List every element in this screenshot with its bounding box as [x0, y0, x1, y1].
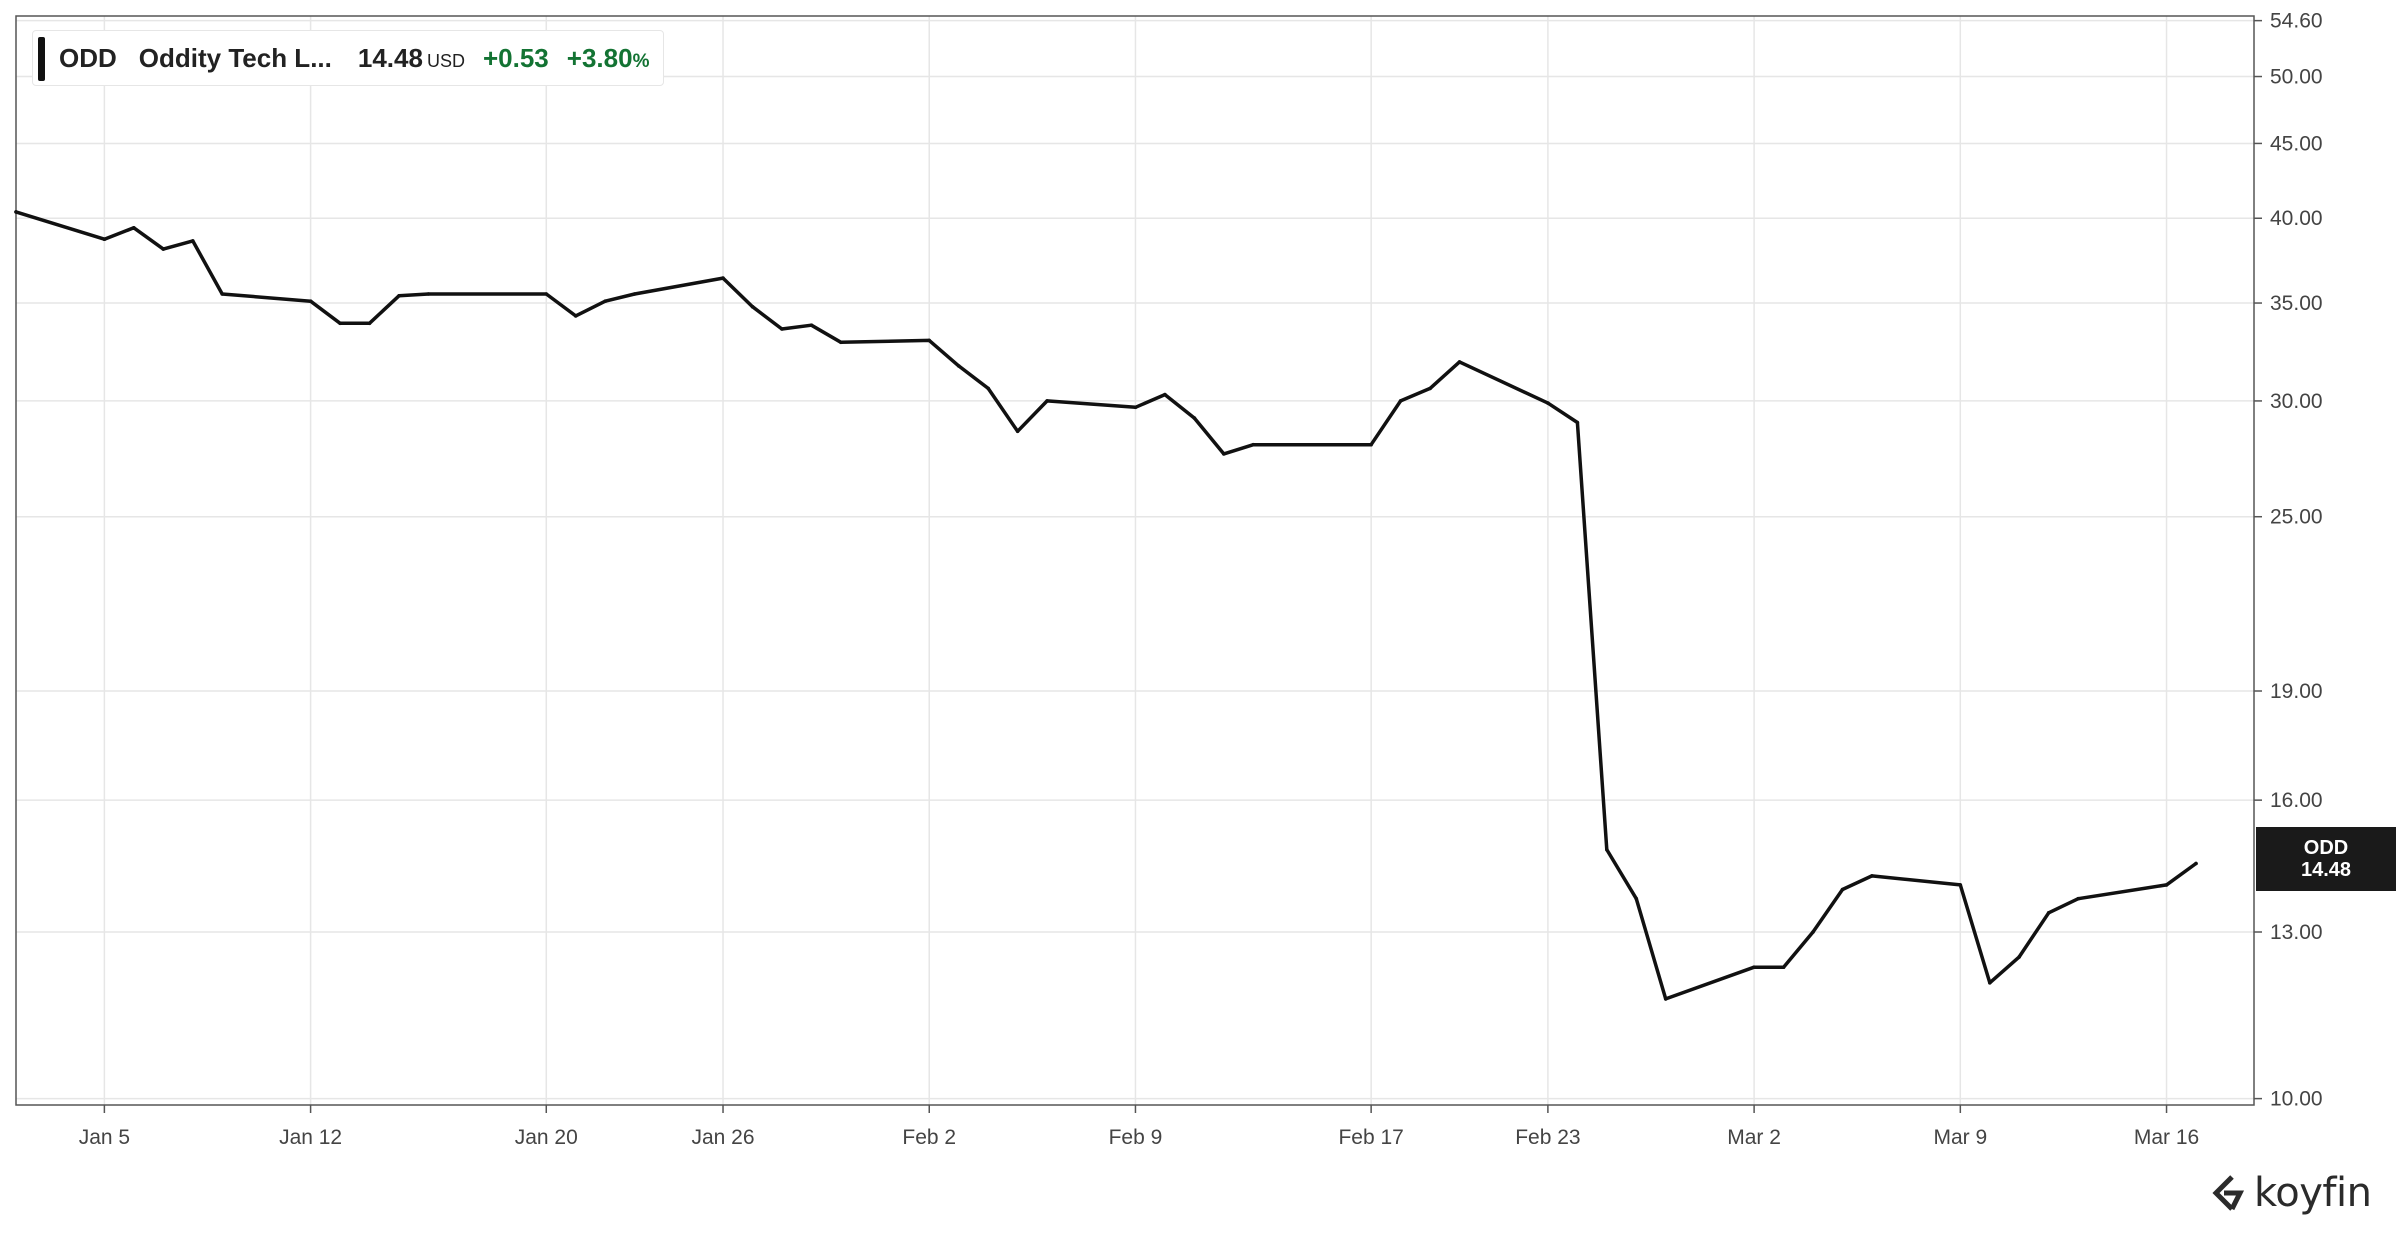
series-point [1988, 981, 1992, 985]
series-point [603, 299, 607, 304]
x-tick-label: Jan 12 [279, 1126, 342, 1149]
y-axis: 10.00 13.00 16.00 19.00 25.00 30.00 35.00 40.00… [2254, 10, 2323, 1111]
series-point [1870, 874, 1874, 878]
legend-price: 14.48 [357, 42, 423, 73]
series-point [2194, 861, 2198, 866]
series-point [1634, 896, 1639, 901]
price-tag-ticker: ODD [2303, 837, 2349, 859]
y-tick-label: 13.00 [2270, 921, 2323, 944]
y-tick-label: 19.00 [2270, 680, 2323, 703]
series-point [1163, 392, 1167, 397]
x-tick-label: Jan 5 [79, 1126, 130, 1149]
series-point [1428, 386, 1432, 391]
brand-name: koyfin [2254, 1170, 2372, 1216]
y-tick-label: 25.00 [2270, 506, 2323, 529]
series-point [2076, 896, 2080, 901]
series-point [191, 239, 195, 243]
series-point [1752, 965, 1756, 969]
series-point [1781, 965, 1786, 969]
y-tick-label: 40.00 [2270, 207, 2323, 230]
series-point [809, 323, 814, 328]
legend-currency: USD [426, 50, 465, 71]
y-tick-label: 35.00 [2270, 292, 2323, 315]
series-point [1575, 420, 1580, 425]
legend-swatch [38, 37, 45, 81]
series-point [721, 276, 725, 280]
series-point [161, 247, 166, 251]
series-point [1811, 930, 1815, 934]
series-point [544, 292, 549, 296]
series-point [927, 338, 931, 343]
y-tick-label: 54.60 [2270, 10, 2323, 33]
series-point [632, 292, 637, 296]
price-tag-price: 14.48 [2300, 859, 2352, 881]
x-axis: Jan 5 Jan 12 Jan 20 Jan 26 Feb 2 Feb 9 Feb 17 F… [79, 1105, 2199, 1149]
y-tick-label: 50.00 [2270, 66, 2323, 89]
series-point [839, 340, 843, 345]
series-line-odd [14, 210, 2198, 1001]
x-tick-label: Feb 2 [902, 1126, 956, 1149]
series-point [426, 292, 431, 296]
series-point [1045, 399, 1049, 403]
x-tick-label: Mar 2 [1727, 1126, 1781, 1149]
series-point [1840, 887, 1845, 892]
series-points [14, 210, 2198, 1001]
legend: ODD Oddity Tech L... 14.48 USD +0.53 +3.… [32, 30, 665, 86]
last-price-tag: ODD 14.48 [2256, 827, 2396, 891]
y-tick-label: 16.00 [2270, 789, 2323, 812]
series-point [132, 226, 136, 230]
x-tick-label: Jan 26 [691, 1126, 754, 1149]
grid-lines [16, 16, 2254, 1105]
series-point [2164, 883, 2169, 887]
y-tick-label: 30.00 [2270, 390, 2323, 413]
series-point [986, 386, 990, 391]
series-point [1398, 399, 1403, 403]
series-point [1663, 997, 1668, 1001]
series-point [750, 304, 755, 309]
series-point [1369, 442, 1373, 447]
legend-change-pct-sign: % [632, 50, 650, 72]
series-point [2017, 955, 2021, 959]
x-tick-label: Mar 9 [1933, 1126, 1987, 1149]
series-point [1222, 452, 1226, 456]
series-point [780, 327, 784, 331]
series-point [220, 292, 224, 296]
series-point [1546, 401, 1550, 405]
y-tick-label: 45.00 [2270, 132, 2323, 155]
series-point [1133, 405, 1138, 410]
series-point [308, 299, 313, 304]
series-point [1457, 360, 1462, 364]
legend-change-pct-value: +3.80 [566, 42, 633, 73]
series-point [397, 294, 401, 298]
legend-change: +0.53 [482, 42, 549, 73]
brand-logo: koyfin [2210, 1170, 2372, 1216]
legend-company-name: Oddity Tech L... [138, 42, 332, 73]
series-point [102, 237, 107, 241]
y-tick-label: 10.00 [2270, 1088, 2323, 1111]
koyfin-logo-icon [2212, 1175, 2245, 1211]
series-point [338, 321, 342, 326]
x-tick-label: Mar 16 [2134, 1126, 2199, 1149]
series-point [573, 314, 578, 318]
series-point [2046, 911, 2051, 915]
x-tick-label: Feb 17 [1338, 1126, 1403, 1149]
series-point [14, 210, 18, 214]
series-point [1251, 442, 1256, 447]
series-point [1015, 429, 1020, 434]
series-point [1958, 883, 1963, 887]
series-point [1605, 847, 1609, 852]
x-tick-label: Feb 23 [1515, 1126, 1580, 1149]
legend-change-pct: +3.80% [567, 43, 650, 74]
x-tick-label: Feb 9 [1109, 1126, 1163, 1149]
series-point [1192, 416, 1197, 420]
legend-ticker: ODD [59, 42, 117, 73]
series-point [367, 321, 372, 326]
x-tick-label: Jan 20 [515, 1126, 578, 1149]
series-point [956, 364, 961, 368]
